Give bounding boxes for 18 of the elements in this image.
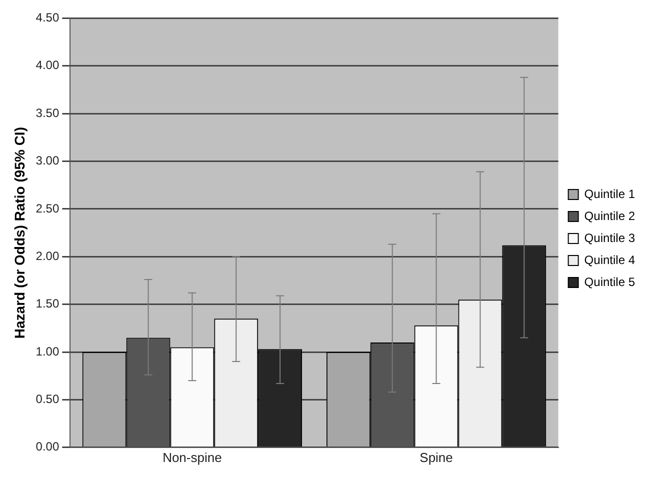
legend-label: Quintile 3 xyxy=(584,230,636,245)
y-tick-label: 0.50 xyxy=(36,392,60,406)
legend-label: Quintile 1 xyxy=(584,186,636,201)
y-tick-label: 1.00 xyxy=(36,344,60,358)
x-tick-label: Spine xyxy=(420,450,453,465)
legend-label: Quintile 5 xyxy=(584,274,636,289)
y-tick-label: 3.00 xyxy=(36,154,60,168)
x-tick-label: Non-spine xyxy=(162,450,222,465)
y-axis-title: Hazard (or Odds) Ratio (95% CI) xyxy=(11,127,28,339)
y-tick-label: 2.50 xyxy=(36,201,60,216)
legend-label: Quintile 2 xyxy=(584,208,636,223)
y-tick-label: 3.50 xyxy=(36,106,60,120)
y-tick-label: 0.00 xyxy=(36,440,60,454)
y-tick-label: 2.00 xyxy=(36,248,60,263)
legend-label: Quintile 4 xyxy=(584,252,636,267)
y-tick-label: 1.50 xyxy=(36,296,60,311)
y-tick-label: 4.00 xyxy=(36,58,60,72)
y-tick-label: 4.50 xyxy=(36,10,60,25)
